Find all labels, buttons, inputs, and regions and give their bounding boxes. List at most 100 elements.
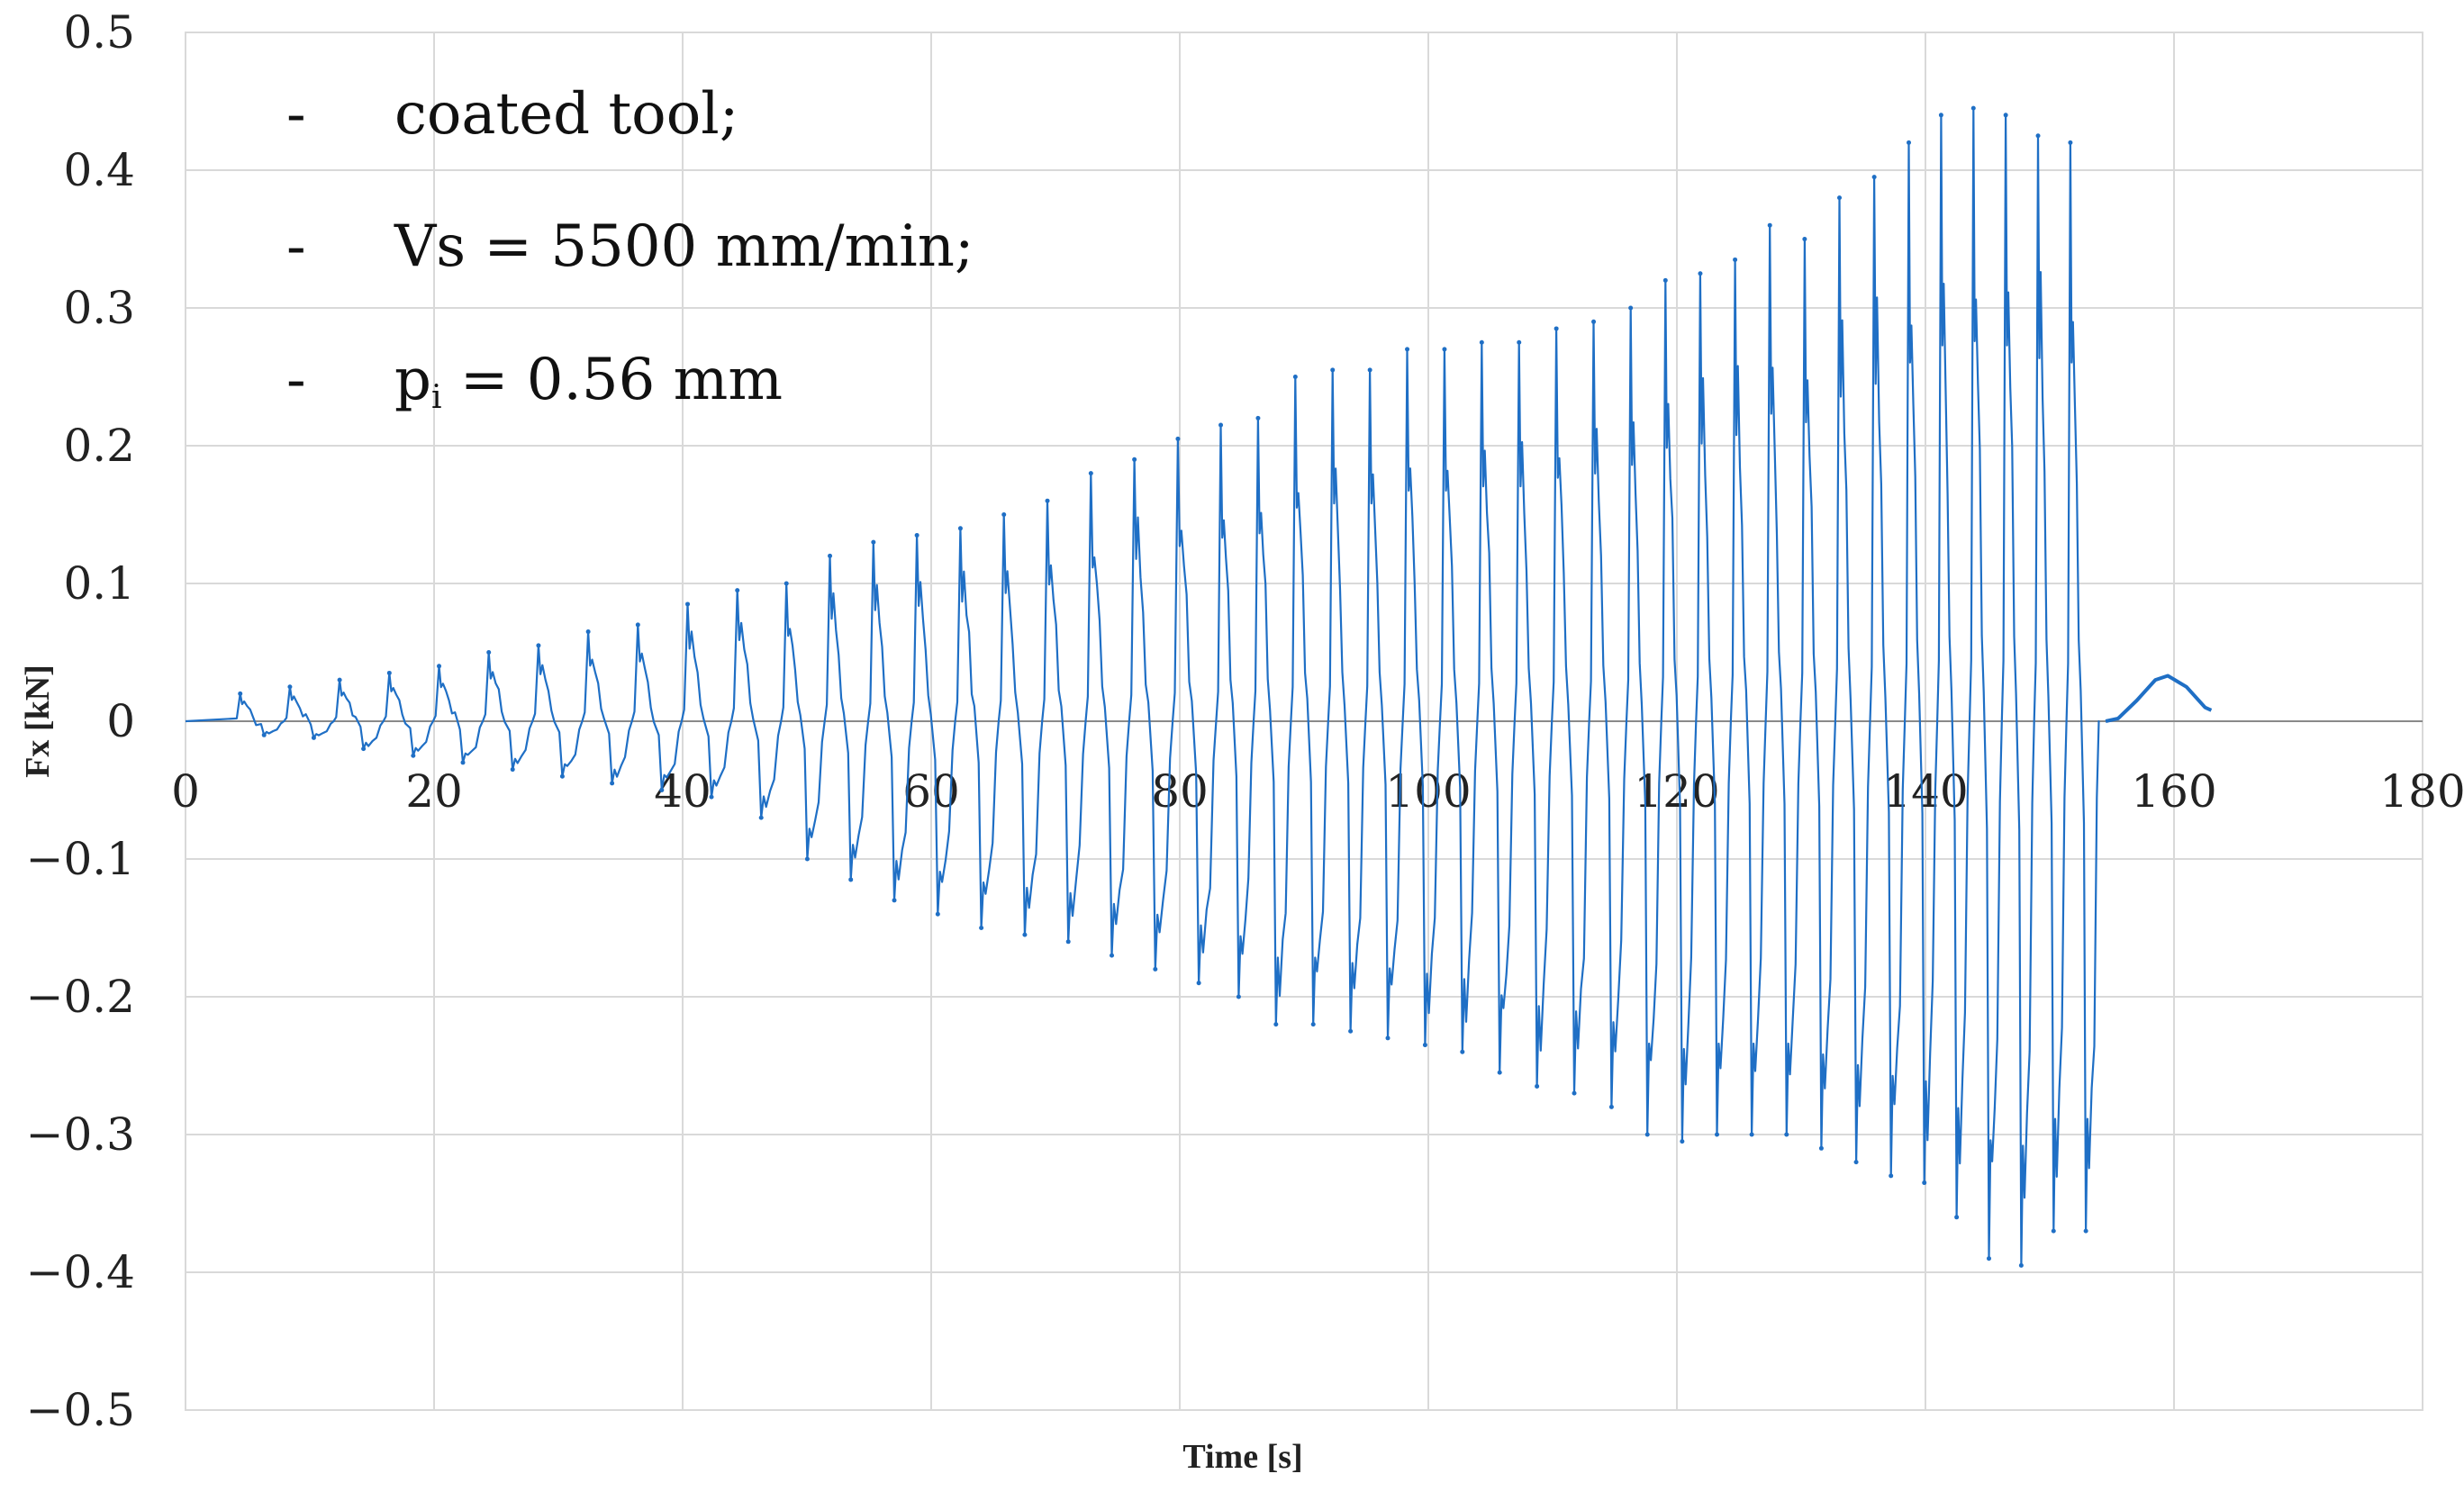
- peak-min-point: [1348, 1028, 1354, 1034]
- peak-max-point: [437, 664, 442, 669]
- y-tick-label: −0.2: [26, 971, 135, 1023]
- peak-max-point: [1088, 471, 1093, 476]
- peak-max-point: [1662, 277, 1668, 283]
- peak-max-point: [914, 532, 919, 538]
- legend: - coated tool; - Vs = 5500 mm/min; - pi …: [286, 81, 974, 416]
- legend-item-feed-speed: Vs = 5500 mm/min;: [394, 213, 974, 280]
- peak-min-point: [1273, 1022, 1279, 1027]
- peak-min-point: [1385, 1035, 1391, 1041]
- x-tick-label: 160: [2131, 765, 2216, 818]
- series-group: [185, 105, 2213, 1268]
- peak-max-point: [1591, 319, 1597, 324]
- peak-min-point: [1644, 1132, 1650, 1137]
- x-tick-label: 80: [1151, 765, 1209, 818]
- peak-max-point: [1405, 347, 1410, 352]
- peak-max-point: [1330, 367, 1336, 373]
- y-axis-tick-labels: 0.5 0.4 0.3 0.2 0.1 0 −0.1 −0.2 −0.3 −0.4 −0.5: [26, 6, 135, 1436]
- peak-max-point: [1802, 237, 1807, 241]
- peak-min-point: [510, 767, 515, 773]
- peak-max-point: [1698, 271, 1703, 276]
- x-tick-label: 120: [1634, 765, 1719, 818]
- x-tick-label: 0: [171, 765, 200, 818]
- peak-min-point: [1749, 1132, 1754, 1137]
- peak-min-point: [2083, 1228, 2088, 1234]
- peak-min-point: [1236, 994, 1241, 999]
- peak-max-point: [828, 553, 833, 558]
- peak-max-point: [957, 526, 963, 531]
- peak-max-point: [1001, 512, 1007, 517]
- peak-min-point: [559, 773, 565, 779]
- peak-max-point: [1628, 305, 1634, 311]
- x-axis-title: Time [s]: [1182, 1438, 1302, 1476]
- peak-max-point: [1442, 347, 1447, 352]
- peak-min-point: [848, 877, 854, 882]
- peak-min-point: [1110, 953, 1115, 958]
- y-tick-label: −0.5: [26, 1384, 135, 1436]
- peak-max-point: [871, 539, 876, 545]
- peak-max-point: [287, 684, 293, 690]
- peak-min-point: [1572, 1090, 1577, 1096]
- peak-min-point: [1022, 932, 1028, 937]
- peak-max-point: [685, 601, 691, 607]
- peak-min-point: [1497, 1070, 1502, 1075]
- peak-max-point: [1938, 113, 1943, 118]
- peak-max-point: [486, 650, 492, 655]
- peak-max-point: [1554, 326, 1559, 331]
- peak-min-point: [610, 781, 615, 786]
- peak-min-point: [1535, 1083, 1540, 1089]
- peak-min-point: [1310, 1022, 1316, 1027]
- peak-max-point: [1871, 175, 1877, 180]
- peak-min-point: [1889, 1173, 1894, 1179]
- y-tick-label: −0.1: [26, 833, 135, 885]
- y-tick-label: 0.5: [63, 6, 135, 59]
- x-tick-label: 20: [405, 765, 463, 818]
- peak-max-point: [585, 629, 591, 635]
- series-fx-line: [185, 107, 2100, 1267]
- legend-bullet-2: -: [286, 213, 306, 280]
- peak-max-point: [784, 581, 789, 586]
- peak-min-point: [2018, 1262, 2024, 1268]
- y-tick-label: 0.1: [63, 557, 135, 610]
- peak-min-point: [2051, 1228, 2056, 1234]
- peak-min-point: [460, 760, 466, 765]
- peak-min-point: [1954, 1215, 1960, 1220]
- peak-max-point: [1045, 498, 1050, 503]
- peak-max-point: [1907, 140, 1912, 145]
- peak-min-point: [1853, 1160, 1859, 1165]
- y-axis-title: Fx [kN]: [19, 665, 57, 778]
- peak-max-point: [2035, 133, 2041, 139]
- series-fx-tail: [2105, 674, 2213, 723]
- peak-min-point: [935, 911, 940, 917]
- peak-max-point: [1970, 105, 1976, 111]
- legend-step-depth-main: p: [394, 347, 431, 413]
- legend-item-step-depth: pi = 0.56 mm: [394, 347, 783, 416]
- peak-max-point: [1837, 195, 1843, 201]
- y-tick-label: 0.4: [63, 144, 135, 196]
- peak-max-point: [536, 643, 541, 648]
- peak-min-point: [1196, 981, 1201, 986]
- peak-max-point: [238, 691, 243, 696]
- legend-step-depth-rest: = 0.56 mm: [441, 347, 783, 413]
- peak-max-point: [735, 588, 740, 593]
- peak-max-point: [635, 622, 640, 628]
- peak-max-point: [1218, 422, 1224, 428]
- peak-max-point: [1132, 457, 1137, 462]
- peak-min-point: [1784, 1132, 1789, 1137]
- legend-bullet-3: -: [286, 347, 306, 413]
- peak-min-point: [892, 898, 897, 903]
- peak-min-point: [311, 735, 316, 740]
- peak-min-point: [1422, 1043, 1427, 1048]
- peak-min-point: [1153, 966, 1158, 972]
- x-tick-label: 100: [1385, 765, 1471, 818]
- peak-min-point: [1922, 1180, 1927, 1186]
- y-tick-label: 0.2: [63, 420, 135, 472]
- peak-max-point: [1479, 339, 1484, 345]
- peak-max-point: [2068, 140, 2073, 145]
- peak-max-point: [1292, 375, 1298, 379]
- x-axis-tick-labels: 0 20 40 60 80 100 120 140 160 180: [171, 765, 2464, 818]
- peak-min-point: [411, 753, 416, 758]
- peak-min-point: [1986, 1256, 1991, 1261]
- y-tick-label: 0: [106, 695, 135, 747]
- peak-max-point: [1367, 367, 1372, 373]
